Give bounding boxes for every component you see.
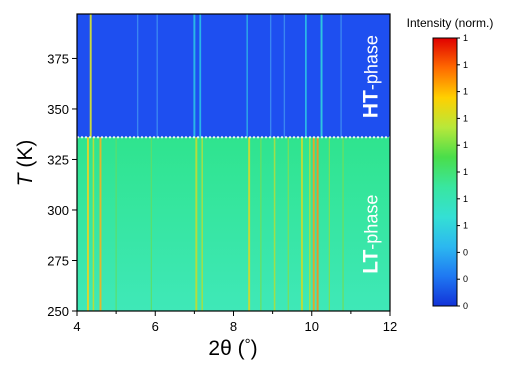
- lt-peak: [328, 137, 330, 311]
- colorbar-tick-label: 1: [463, 87, 468, 97]
- y-tick-label: 325: [47, 152, 69, 167]
- x-tick-label: 12: [383, 319, 397, 334]
- lt-peak: [86, 137, 89, 311]
- lt-peak: [273, 137, 276, 311]
- colorbar-tick-label: 1: [463, 60, 468, 70]
- lt-peak: [300, 137, 303, 311]
- colorbar-tick-label: 0: [463, 274, 468, 284]
- lt-peak: [309, 137, 311, 311]
- y-tick-label: 350: [47, 102, 69, 117]
- colorbar-gradient: [432, 37, 458, 307]
- lt-peak: [115, 137, 117, 311]
- lt-peak: [312, 137, 315, 311]
- phase-annotations: HT-phase LT-phase: [359, 35, 382, 274]
- ht-peak: [156, 14, 158, 138]
- colorbar-title: Intensity (norm.): [407, 16, 494, 30]
- lt-peak: [195, 137, 198, 311]
- colorbar-tick-label: 1: [463, 167, 468, 177]
- colorbar-tick-label: 1: [463, 33, 468, 43]
- colorbar-tick-label: 0: [463, 247, 468, 257]
- phase-label-ht: HT-phase: [359, 35, 382, 118]
- ht-phase-region: [77, 14, 390, 138]
- colorbar-tick-label: 1: [463, 140, 468, 150]
- ht-peak: [340, 14, 342, 138]
- lt-phase-region: [77, 137, 390, 311]
- colorbar: Intensity (norm.) 1 1 1 1 1 1 1 1 0 0 0: [407, 16, 494, 311]
- ht-peak: [305, 14, 307, 138]
- ht-peak: [269, 14, 272, 138]
- colorbar-tick-label: 1: [463, 221, 468, 231]
- lt-peak: [316, 137, 319, 311]
- y-tick-label: 300: [47, 203, 69, 218]
- y-axis: 250 275 300 325 350 375: [47, 51, 77, 319]
- ht-peak: [283, 14, 286, 138]
- plot-area: [77, 14, 390, 311]
- ht-peak: [136, 14, 139, 138]
- x-tick-label: 6: [152, 319, 159, 334]
- x-axis-title: 2θ (°): [208, 336, 257, 360]
- ht-peak: [193, 14, 196, 138]
- lt-peak: [150, 137, 152, 311]
- diffraction-peaks: [86, 14, 344, 311]
- lt-peak: [92, 137, 95, 311]
- lt-peak: [99, 137, 102, 311]
- ht-peak: [320, 14, 323, 138]
- y-tick-label: 375: [47, 51, 69, 66]
- phase-label-lt: LT-phase: [359, 195, 382, 274]
- lt-peak: [260, 137, 262, 311]
- y-tick-label: 250: [47, 304, 69, 319]
- colorbar-ticks: 1 1 1 1 1 1 1 1 0 0 0: [457, 33, 468, 311]
- x-axis: 4 6 8 10 12: [73, 311, 397, 334]
- lt-peak: [342, 137, 344, 311]
- x-tick-label: 10: [305, 319, 319, 334]
- x-tick-label: 8: [230, 319, 237, 334]
- lt-peak: [248, 137, 251, 311]
- ht-peak: [246, 14, 248, 138]
- lt-peak: [201, 137, 203, 311]
- ht-peak: [89, 14, 92, 138]
- colorbar-tick-label: 0: [463, 301, 468, 311]
- colorbar-tick-label: 1: [463, 113, 468, 123]
- y-tick-label: 275: [47, 253, 69, 268]
- colorbar-tick-label: 1: [463, 194, 468, 204]
- x-tick-label: 4: [73, 319, 80, 334]
- ht-peak: [199, 14, 202, 138]
- y-axis-title: T (K): [14, 140, 37, 187]
- lt-peak: [287, 137, 289, 311]
